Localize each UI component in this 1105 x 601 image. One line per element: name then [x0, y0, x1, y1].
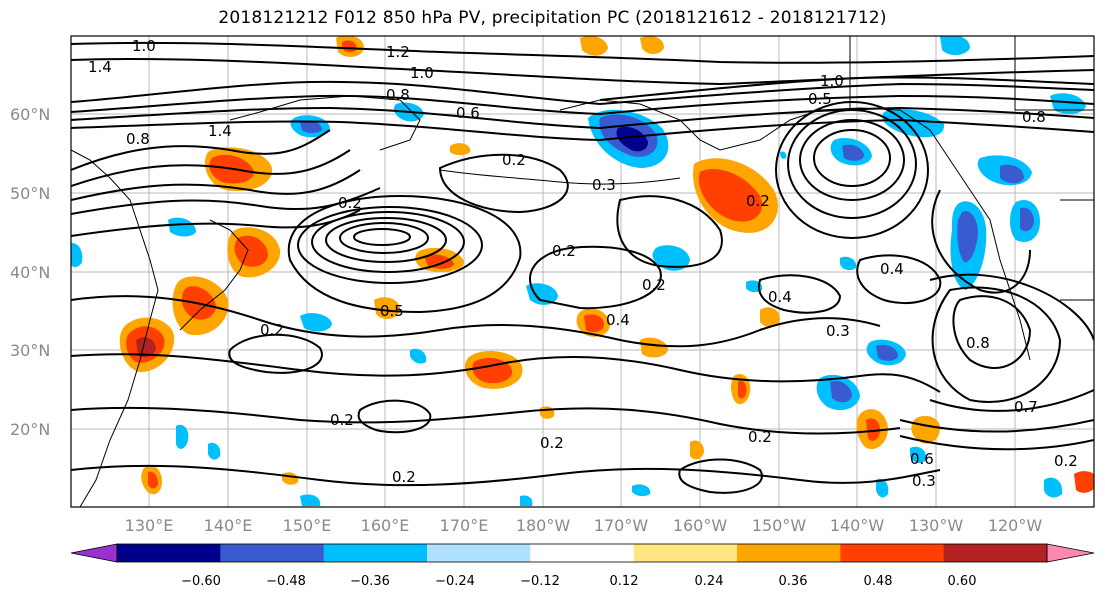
colorbar-tick-label: 0.60 — [948, 574, 977, 589]
contour-label: 0.2 — [540, 434, 564, 452]
contour-label: 0.2 — [642, 276, 666, 294]
contour-label: 0.2 — [552, 242, 576, 260]
contour-label: 0.2 — [338, 194, 362, 212]
contour-label: 0.8 — [386, 86, 410, 104]
colorbar-tick-label: −0.60 — [181, 574, 221, 589]
contour-label: 0.4 — [606, 311, 630, 329]
colorbar-segment — [840, 544, 945, 562]
contour-label: 0.2 — [330, 411, 354, 429]
colorbar-tick-labels: −0.60 −0.48 −0.36 −0.24 −0.12 0.12 0.24 … — [181, 574, 976, 589]
colorbar-tick-label: −0.24 — [435, 574, 475, 589]
colorbar-segment — [633, 544, 738, 562]
contour-label: 0.5 — [380, 302, 404, 320]
contour-label: 0.8 — [1022, 108, 1046, 126]
colorbar-tick-label: −0.12 — [520, 574, 560, 589]
contour-label: 0.2 — [502, 151, 526, 169]
colorbar-segment — [943, 544, 1048, 562]
lon-label: 120°W — [988, 516, 1043, 535]
contour-label: 0.3 — [912, 472, 936, 490]
colorbar-tick-label: −0.36 — [350, 574, 390, 589]
lon-label: 170°W — [594, 516, 649, 535]
contour-label: 0.4 — [768, 288, 792, 306]
lat-label-50N: 50°N — [10, 184, 50, 203]
contour-label: 0.2 — [1054, 452, 1078, 470]
latitude-labels: 60°N 50°N 40°N 30°N 20°N — [10, 105, 50, 439]
lon-label: 150°E — [283, 516, 332, 535]
contour-label: 0.4 — [880, 260, 904, 278]
contour-label: 0.6 — [910, 450, 934, 468]
lat-label-20N: 20°N — [10, 420, 50, 439]
lon-label: 150°W — [752, 516, 807, 535]
colorbar-tick-label: 0.24 — [695, 574, 724, 589]
contour-label: 0.7 — [1014, 398, 1038, 416]
colorbar-segment — [530, 544, 635, 562]
longitude-labels: 130°E 140°E 150°E 160°E 170°E 180°W 170°… — [125, 516, 1043, 535]
contour-label: 0.8 — [126, 130, 150, 148]
contour-label: 0.3 — [826, 322, 850, 340]
contour-labels: 1.0 1.4 1.2 1.0 0.8 0.6 0.8 1.4 0.2 0.3 … — [88, 37, 1078, 490]
colorbar — [70, 543, 1095, 563]
map-border — [70, 35, 1095, 508]
pv-contours — [71, 41, 1094, 494]
colorbar-extend-max — [1046, 543, 1095, 563]
colorbar-tick-label: 0.48 — [864, 574, 893, 589]
lat-label-60N: 60°N — [10, 105, 50, 124]
contour-label: 1.4 — [208, 122, 232, 140]
colorbar-tick-label: 0.36 — [779, 574, 808, 589]
contour-label: 1.0 — [132, 37, 156, 55]
contour-label: 1.4 — [88, 58, 112, 76]
colorbar-border — [116, 543, 1048, 563]
colorbar-tick-label: −0.48 — [266, 574, 306, 589]
colorbar-segment — [220, 544, 325, 562]
contour-label: 0.2 — [748, 428, 772, 446]
lon-label: 140°E — [204, 516, 253, 535]
contour-label: 0.8 — [966, 334, 990, 352]
lon-label: 160°E — [361, 516, 410, 535]
contour-label: 1.0 — [410, 64, 434, 82]
colorbar-segment — [117, 544, 221, 562]
lon-label: 140°W — [830, 516, 885, 535]
colorbar-segment — [737, 544, 841, 562]
lat-label-30N: 30°N — [10, 341, 50, 360]
contour-label: 0.5 — [808, 90, 832, 108]
lon-label: 180°W — [516, 516, 571, 535]
colorbar-segment — [323, 544, 428, 562]
lon-label: 170°E — [440, 516, 489, 535]
lon-label: 130°W — [909, 516, 964, 535]
lat-label-40N: 40°N — [10, 263, 50, 282]
colorbar-tick-label: 0.12 — [610, 574, 639, 589]
contour-label: 0.2 — [260, 321, 284, 339]
contour-label: 0.2 — [392, 468, 416, 486]
lon-label: 160°W — [673, 516, 728, 535]
contour-label: 1.0 — [820, 72, 844, 90]
lon-label: 130°E — [125, 516, 174, 535]
contour-label: 0.6 — [456, 104, 480, 122]
contour-label: 1.2 — [386, 43, 410, 61]
colorbar-extend-min — [70, 543, 118, 563]
map-title: 2018121212 F012 850 hPa PV, precipitatio… — [218, 8, 887, 28]
contour-label: 0.3 — [592, 176, 616, 194]
colorbar-segment — [427, 544, 531, 562]
contour-label: 0.2 — [746, 192, 770, 210]
coastlines — [71, 36, 1094, 507]
